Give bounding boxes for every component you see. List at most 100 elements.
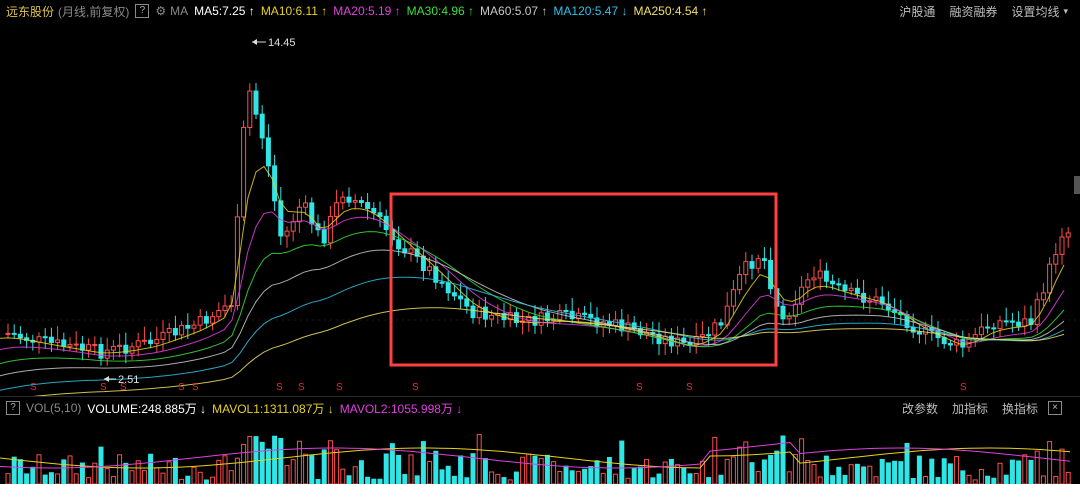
volume-bar [234,457,240,484]
volume-bar [1003,474,1009,484]
candle-body [340,196,346,204]
volume-bar [755,471,761,484]
volume-bar [389,443,395,484]
volume-bar [507,479,513,484]
vol-label: VOL(5,10) [26,401,82,415]
volume-bar [315,478,321,484]
volume-bar [1009,459,1015,484]
candle-body [241,126,247,218]
volume-bar [947,463,953,484]
volume-bar [656,473,662,484]
ma-values: MA5:7.25 ↑ MA10:6.11 ↑ MA20:5.19 ↑ MA30:4.9… [194,4,713,18]
ma-line-5 [32,307,1065,396]
candle-body [997,320,1003,330]
volume-bar [327,440,333,484]
volume-bar [786,471,792,484]
candle-body [761,258,767,261]
candle-body [92,343,98,346]
volume-bar [346,475,352,484]
volume-bar [141,470,147,484]
volume-bar [1028,459,1034,484]
candle-body [371,207,377,214]
volume-bar [693,473,699,484]
volume-bar [129,470,135,484]
link-edit-params[interactable]: 改参数 [901,401,938,416]
ma-label: MA [170,4,189,18]
volume-bar [538,457,544,484]
volume-bar [823,455,829,484]
volume-bar [557,471,563,484]
candle-body [259,113,265,139]
volume-bar [104,468,110,484]
volume-bar [885,462,891,484]
candle-body [842,284,848,292]
link-change-indicator[interactable]: 换指标 [1001,401,1038,416]
link-ma-settings[interactable]: 设置均线 [1011,4,1060,19]
signal-marker: S [960,382,967,393]
volume-bar [873,476,879,484]
volume-bar [544,454,550,484]
ma-value-6: MA250:4.54 ↑ [633,4,708,18]
volume-bar [123,462,129,484]
header-links: 沪股通 融资融券 设置均线 ▾ [885,0,1068,22]
close-icon[interactable]: × [1048,401,1062,415]
candle-body [743,261,749,276]
volume-bar [954,456,960,484]
candle-body [17,333,23,339]
candle-body [272,165,278,202]
volume-bar [241,443,247,484]
volume-bar [879,458,885,484]
candle-body [718,322,724,326]
volume-bar [73,473,79,484]
volume-bar [439,469,445,484]
volume-bar [358,460,364,484]
ma-line-0 [0,165,1065,354]
candle-body [451,292,457,297]
volume-bar [110,476,116,484]
volume-bar [396,454,402,484]
candle-body [458,295,464,300]
volume-bar [761,459,767,484]
candle-body [985,326,991,329]
mavol1-value: MAVOL1:1311.087万 ↓ [212,401,334,416]
help-button[interactable]: ? [135,4,150,18]
candle-body [284,230,290,237]
settings-icon[interactable]: ⚙ [155,4,167,18]
volume-bar [1034,450,1040,484]
candles [5,82,1071,366]
candle-body [823,270,829,282]
candle-body [910,326,916,333]
candle-body [61,339,67,347]
volume-bar [185,475,191,484]
candle-body [73,343,79,346]
volume-bar [203,479,209,484]
link-hk-connect[interactable]: 沪股通 [899,4,936,19]
candle-body [805,279,811,288]
signal-marker: S [178,382,185,393]
signal-marker: S [276,382,283,393]
volume-bar [55,473,61,484]
candle-body [1009,320,1015,323]
volume-chart[interactable] [0,418,1080,484]
signal-marker: S [30,382,37,393]
volume-bar [464,477,470,484]
volume-bar [148,453,154,484]
volume-bar [991,477,997,484]
ma-lines [0,165,1065,396]
volume-bar [606,456,612,484]
volume-bar [916,455,922,484]
volume-bar [985,475,991,484]
link-add-indicator[interactable]: 加指标 [951,401,988,416]
volume-bar [768,454,774,484]
vol-help-button[interactable]: ? [6,401,20,415]
volume-bar [5,473,11,484]
volume-bar [631,467,637,484]
candle-body [253,90,259,115]
scroll-handle[interactable] [1074,176,1080,194]
chevron-down-icon[interactable]: ▾ [1063,5,1068,16]
link-margin[interactable]: 融资融券 [949,4,998,19]
candle-body [135,340,141,348]
volume-bar [216,459,222,484]
